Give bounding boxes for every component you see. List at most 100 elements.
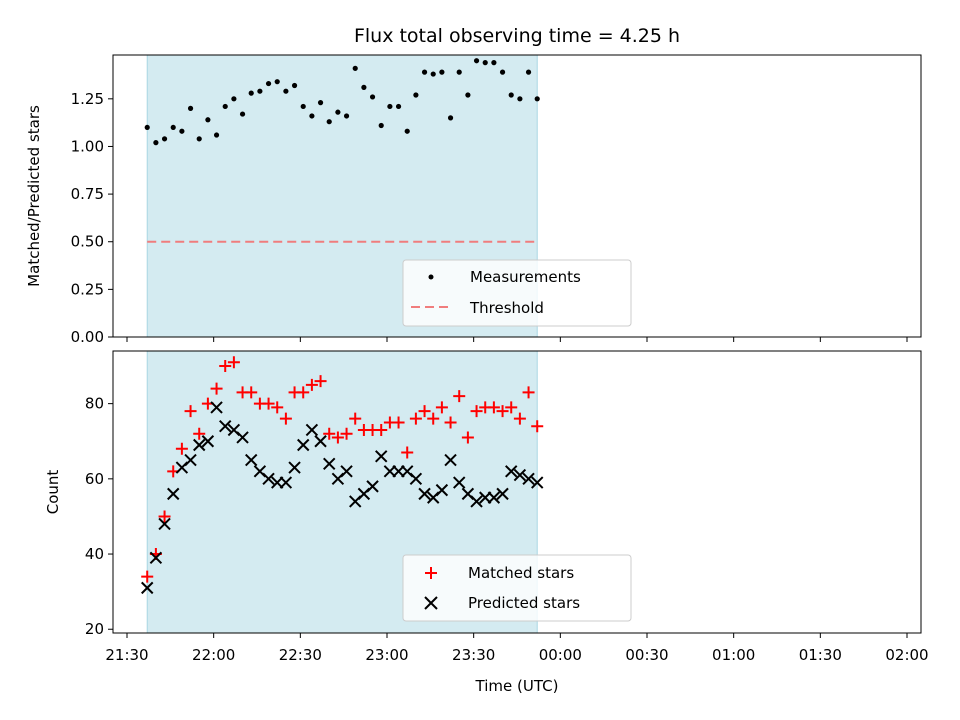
matched-star-point [340, 427, 353, 440]
bottom-x-tick-label: 22:30 [279, 646, 322, 664]
matched-star-point [470, 405, 483, 418]
matched-star-point [271, 401, 284, 414]
bottom-x-tick-label: 23:00 [365, 646, 408, 664]
top-plot-frame [112, 54, 922, 338]
matched-star-point [175, 442, 188, 455]
bottom-x-tick-label: 00:30 [625, 646, 668, 664]
measurement-point [326, 119, 332, 125]
matched-star-point [305, 378, 318, 391]
bottom-legend: Matched stars Predicted stars [402, 554, 632, 622]
matched-star-point [427, 412, 440, 425]
matched-star-point [227, 356, 240, 369]
predicted-star-point [314, 435, 327, 448]
measurement-point [413, 92, 419, 98]
matched-star-point [461, 431, 474, 444]
matched-star-point [262, 397, 275, 410]
measurement-point [430, 71, 436, 77]
matched-star-point [487, 401, 500, 414]
measurement-point [387, 103, 393, 110]
predicted-star-point [288, 461, 301, 474]
measurement-point [395, 103, 402, 110]
measurement-point [404, 128, 410, 134]
predicted-star-point [487, 491, 501, 504]
matched-star-point [409, 412, 422, 425]
bottom-x-tick-label: 00:00 [539, 646, 582, 664]
predicted-star-point [340, 465, 353, 478]
matched-star-point [453, 390, 466, 403]
matched-star-point [323, 427, 336, 440]
matched-star-point [210, 382, 223, 395]
matched-star-point [184, 405, 197, 418]
bottom-y-tick-label: 40 [85, 545, 104, 563]
measurement-point [153, 140, 159, 146]
predicted-star-point [210, 401, 223, 414]
top-panel: 0.00 0.25 0.50 0.75 1.00 1.25 Matched/Predict… [25, 54, 922, 346]
predicted-star-point [167, 487, 180, 501]
measurement-point [317, 100, 324, 106]
x-axis-label: Time (UTC) [475, 677, 559, 695]
measurement-point [213, 132, 220, 138]
bottom-panel: 20 40 60 80 21:30 22:00 22:30 23:00 23:30 00:00 0… [44, 350, 929, 695]
measurement-point [283, 88, 289, 94]
predicted-star-point [453, 476, 466, 489]
measurement-point [369, 94, 376, 100]
predicted-star-point [435, 483, 449, 497]
measurement-point [465, 92, 471, 98]
predicted-star-point [470, 495, 483, 508]
bottom-x-tick-label: 21:30 [105, 646, 148, 664]
measurement-point [361, 84, 367, 90]
matched-star-point [141, 570, 154, 583]
matched-star-point [505, 401, 518, 414]
predicted-star-point [141, 581, 154, 595]
matched-star-point [531, 420, 544, 433]
measurement-point [499, 69, 506, 75]
measurement-point [517, 96, 523, 102]
predicted-star-point [236, 431, 249, 444]
top-y-tick-label: 1.00 [71, 137, 104, 155]
bottom-x-tick-label: 02:00 [885, 646, 928, 664]
bottom-x-tick-label: 23:30 [452, 646, 495, 664]
measurement-point [231, 96, 237, 102]
top-y-tick-label: 1.25 [71, 90, 104, 108]
bottom-y-tick-label: 60 [85, 470, 104, 488]
predicted-star-point [418, 487, 431, 501]
top-y-tick-label: 0.75 [71, 185, 104, 203]
measurement-point [274, 79, 280, 85]
predicted-star-point [279, 476, 293, 489]
measurement-points [144, 58, 540, 146]
predicted-star-point [375, 450, 388, 463]
measurement-point [352, 65, 358, 71]
measurement-point [473, 58, 480, 64]
matched-star-point [522, 386, 535, 399]
measurement-point [421, 69, 428, 75]
predicted-star-point [409, 472, 423, 486]
matched-star-point [297, 386, 310, 399]
measurement-point [335, 109, 341, 115]
legend-measurement-marker [428, 274, 434, 280]
bottom-y-tick-label: 80 [85, 395, 104, 413]
measurement-point [179, 128, 185, 134]
measurement-point [222, 103, 228, 110]
measurement-point [491, 60, 497, 66]
measurement-point [291, 82, 298, 89]
top-legend-box [402, 259, 632, 327]
predicted-star-point [323, 457, 336, 471]
matched-star-point [219, 360, 232, 373]
matched-points [141, 356, 544, 583]
legend-threshold: Threshold [469, 299, 544, 317]
top-y-tick-label: 0.00 [71, 328, 104, 346]
predicted-star-point [522, 472, 535, 486]
measurement-point [205, 117, 211, 123]
matched-star-point [496, 405, 509, 418]
predicted-star-point [201, 435, 215, 448]
predicted-star-point [444, 453, 457, 467]
matched-star-point [444, 416, 457, 429]
top-legend: Measurements Threshold [402, 259, 632, 327]
measurement-point [187, 105, 194, 111]
matched-star-point [314, 375, 327, 388]
matched-star-point [418, 405, 431, 418]
predicted-star-point [513, 468, 527, 482]
bottom-y-tick-label: 20 [85, 620, 104, 638]
chart-title: Flux total observing time = 4.25 h [354, 25, 680, 47]
measurement-point [248, 90, 254, 96]
